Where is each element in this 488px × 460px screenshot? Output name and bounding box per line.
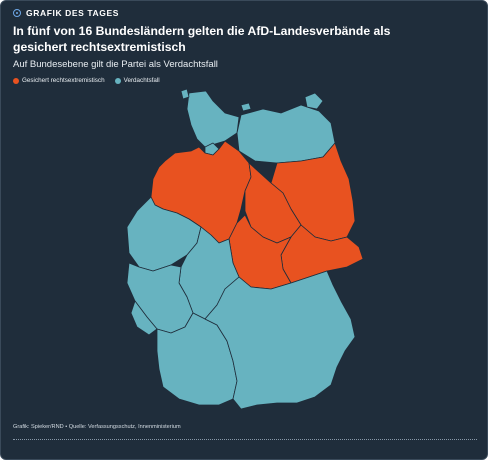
state-mecklenburg-vorpommern <box>236 104 336 164</box>
state-schleswig-holstein <box>186 90 240 148</box>
kicker: GRAFIK DES TAGES <box>13 8 119 18</box>
target-icon <box>13 9 21 17</box>
legend-dot-verdacht <box>114 77 121 84</box>
legend-item-verdacht: Verdachtsfall <box>114 77 160 84</box>
state-saarland <box>130 300 158 336</box>
island-ruegen <box>304 92 324 110</box>
legend: Gesichert rechtsextremistisch Verdachtsf… <box>13 77 170 84</box>
legend-dot-gesichert <box>13 77 19 84</box>
source-line: Grafik: Spieker/RND • Quelle: Verfassung… <box>13 424 181 430</box>
island-nordfriesland <box>180 88 190 100</box>
headline: In fünf von 16 Bundesländern gelten die … <box>13 24 391 54</box>
island-fehmarn <box>240 102 252 112</box>
subheadline: Auf Bundesebene gilt die Partei als Verd… <box>13 59 218 70</box>
kicker-label: GRAFIK DES TAGES <box>26 8 120 18</box>
legend-label-verdacht: Verdachtsfall <box>123 77 160 84</box>
divider <box>13 439 477 440</box>
state-bayern <box>204 270 356 410</box>
legend-item-gesichert: Gesichert rechtsextremistisch <box>13 77 105 84</box>
legend-label-gesichert: Gesichert rechtsextremistisch <box>22 77 105 84</box>
